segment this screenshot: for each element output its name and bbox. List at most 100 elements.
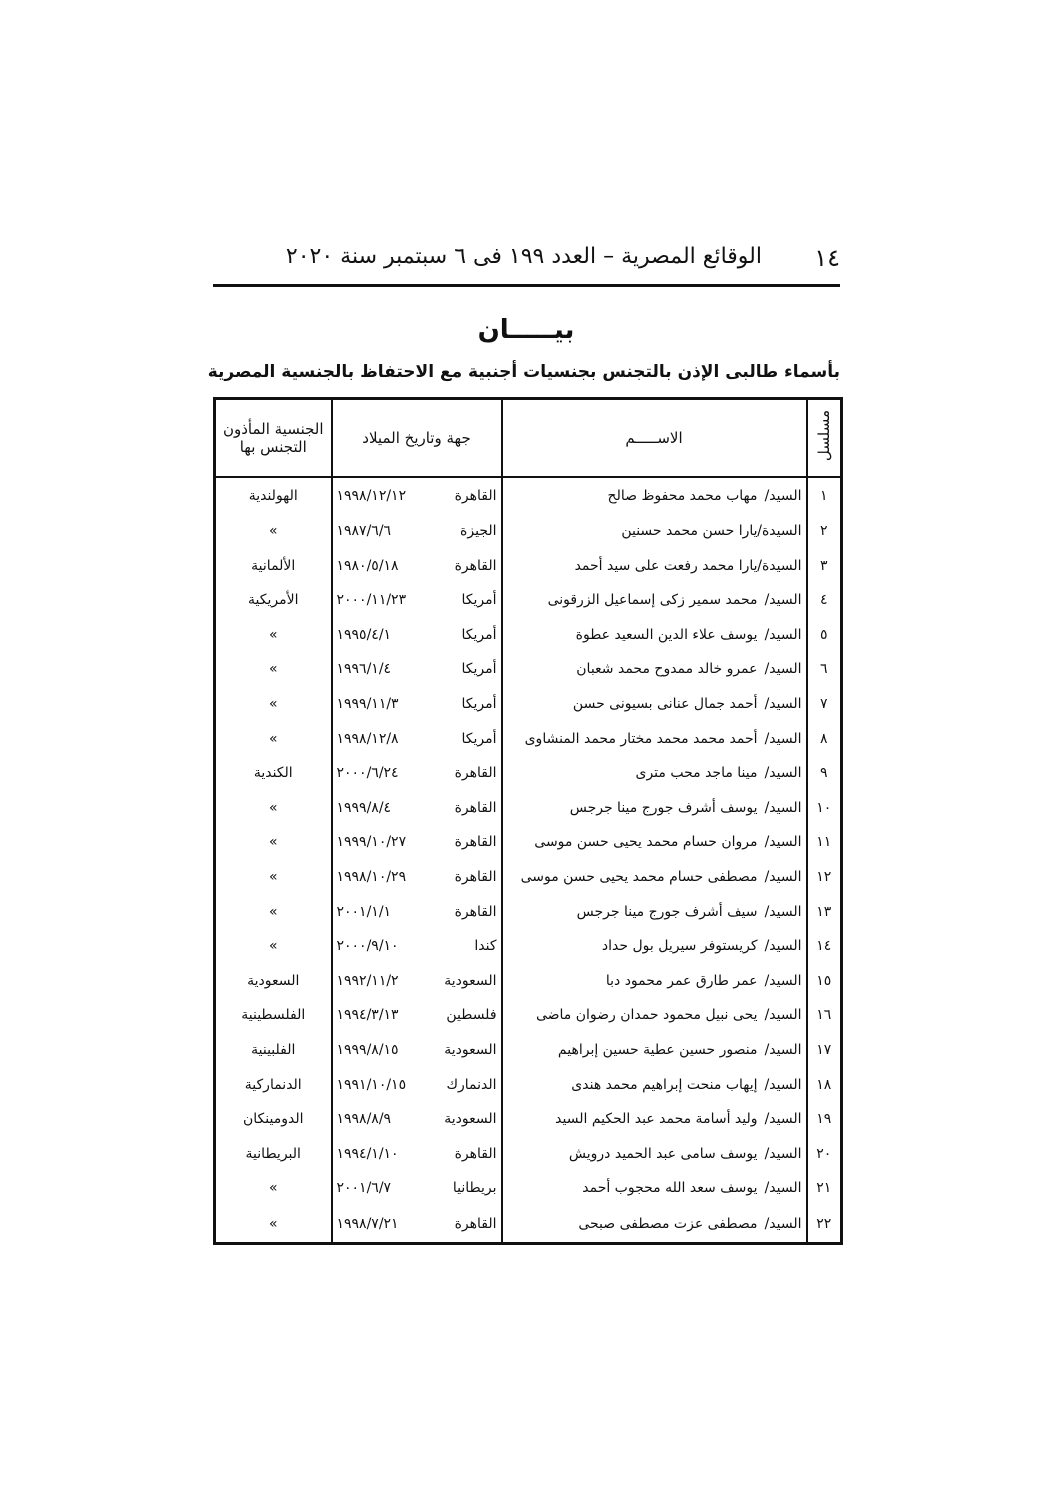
- honorific: السيد/: [764, 972, 802, 989]
- table-row: ٥ السيد/يوسف علاء الدين السعيد عطوة أمريكا…: [213, 617, 843, 653]
- honorific: السيد/: [764, 1041, 802, 1058]
- birth-place-cell: القاهرة: [436, 477, 503, 514]
- page-number: ١٤: [814, 244, 840, 272]
- person-name: يوسف سعد الله محجوب أحمد: [582, 1180, 758, 1197]
- birth-date-cell: ١٩٩٨/١٢/٨: [330, 721, 437, 756]
- serial-cell: ٦: [805, 652, 843, 687]
- nationality-cell: السعودية: [213, 963, 333, 999]
- document-title: بيـــــان: [477, 315, 575, 345]
- table-row: ١٣ السيد/سيف أشرف جورج مينا جرجس القاهرة ٢٠…: [213, 894, 843, 929]
- person-name: مهاب محمد محفوظ صالح: [607, 487, 758, 504]
- serial-cell: ١٦: [805, 998, 843, 1033]
- honorific: السيد/: [764, 903, 802, 920]
- nationality-cell: »: [213, 859, 333, 895]
- serial-cell: ١٤: [805, 928, 843, 964]
- person-name: يوسف سامى عبد الحميد درويش: [568, 1145, 758, 1162]
- honorific: السيد/: [764, 938, 802, 955]
- serial-cell: ١٠: [805, 790, 843, 826]
- honorific: السيد/: [764, 696, 802, 713]
- birth-place-cell: القاهرة: [436, 1205, 503, 1244]
- birth-date-cell: ١٩٨٠/٥/١٨: [330, 548, 437, 583]
- person-name: إيهاب منحت إبراهيم محمد هندى: [571, 1076, 758, 1093]
- birth-place-cell: القاهرة: [436, 825, 503, 860]
- honorific: السيد/: [764, 592, 802, 609]
- nationality-cell: »: [213, 617, 333, 653]
- nationality-cell: »: [213, 825, 333, 860]
- nationality-cell: »: [213, 686, 333, 722]
- birth-date-cell: ١٩٩٨/٧/٢١: [330, 1205, 437, 1244]
- birth-place-cell: فلسطين: [436, 998, 503, 1033]
- name-cell: السيد/يوسف سامى عبد الحميد درويش: [500, 1136, 808, 1172]
- birth-place-cell: أمريكا: [436, 582, 503, 618]
- serial-cell: ٩: [805, 755, 843, 791]
- honorific: السيد/: [764, 487, 802, 504]
- table-row: ٤ السيد/محمد سمير زكى إسماعيل الزرقونى أمر…: [213, 582, 843, 618]
- running-title: الوقائع المصرية – العدد ١٩٩ فى ٦ سبتمبر …: [285, 244, 762, 269]
- table-row: ٧ السيد/أحمد جمال عنانى بسيونى حسن أمريكا ١…: [213, 686, 843, 722]
- name-cell: السيد/أحمد محمد محمد مختار محمد المنشاوى: [500, 721, 808, 756]
- header-cell: مسلسل: [805, 397, 843, 478]
- person-name: مروان حسام محمد يحيى حسن موسى: [534, 834, 758, 851]
- serial-cell: ١٢: [805, 859, 843, 895]
- header-row: مسلسل الاســـــم جهة وتاريخ الميلاد الجن…: [213, 397, 843, 478]
- nationality-cell: الدومينكان: [213, 1101, 333, 1137]
- name-cell: السيد/وليد أسامة محمد عبد الحكيم السيد: [500, 1101, 808, 1137]
- person-name: مصطفى حسام محمد يحيى حسن موسى: [520, 868, 758, 885]
- table-row: ١٨ السيد/إيهاب منحت إبراهيم محمد هندى الدن…: [213, 1067, 843, 1102]
- birth-date-cell: ١٩٩٩/١١/٣: [330, 686, 437, 722]
- nationality-cell: »: [213, 721, 333, 756]
- honorific: السيد/: [764, 1007, 802, 1024]
- birth-date-cell: ١٩٩٩/١٠/٢٧: [330, 825, 437, 860]
- name-cell: السيد/سيف أشرف جورج مينا جرجس: [500, 894, 808, 929]
- birth-place-cell: أمريكا: [436, 617, 503, 653]
- birth-date-cell: ١٩٩٦/١/٤: [330, 652, 437, 687]
- table-row: ١ السيد/مهاب محمد محفوظ صالح القاهرة ١٩٩٨/١…: [213, 477, 843, 514]
- honorific: السيد/: [764, 1145, 802, 1162]
- birth-date-cell: ١٩٩١/١٠/١٥: [330, 1067, 437, 1102]
- serial-cell: ٢٢: [805, 1205, 843, 1244]
- header-text: مسلسل: [814, 410, 833, 462]
- nationality-cell: »: [213, 652, 333, 687]
- birth-date-cell: ١٩٩٩/٨/١٥: [330, 1032, 437, 1068]
- serial-cell: ٥: [805, 617, 843, 653]
- name-cell: السيد/يوسف علاء الدين السعيد عطوة: [500, 617, 808, 653]
- document-subtitle: بأسماء طالبى الإذن بالتجنس بجنسيات أجنبي…: [207, 362, 840, 382]
- birth-date-cell: ١٩٩٩/٨/٤: [330, 790, 437, 826]
- person-name: يارا حسن محمد حسنين: [621, 523, 758, 540]
- serial-cell: ٧: [805, 686, 843, 722]
- serial-cell: ١: [805, 477, 843, 514]
- birth-place-cell: بريطانيا: [436, 1171, 503, 1206]
- birth-place-cell: القاهرة: [436, 1136, 503, 1172]
- birth-date-cell: ٢٠٠١/٦/٧: [330, 1171, 437, 1206]
- birth-place-cell: الجيزة: [436, 513, 503, 549]
- person-name: محمد سمير زكى إسماعيل الزرقونى: [547, 592, 758, 609]
- person-name: مصطفى عزت مصطفى صبحى: [578, 1215, 758, 1232]
- table-row: ١٤ السيد/كريستوفر سيريل بول حداد كندا ٢٠٠٠/…: [213, 928, 843, 964]
- serial-cell: ١٩: [805, 1101, 843, 1137]
- birth-place-cell: القاهرة: [436, 894, 503, 929]
- table-row: ١٦ السيد/يحى نبيل محمود حمدان رضوان ماضى ف…: [213, 998, 843, 1033]
- name-cell: السيد/إيهاب منحت إبراهيم محمد هندى: [500, 1067, 808, 1102]
- birth-place-cell: الدنمارك: [436, 1067, 503, 1102]
- birth-date-cell: ١٩٩٨/١٠/٢٩: [330, 859, 437, 895]
- person-name: سيف أشرف جورج مينا جرجس: [576, 903, 758, 920]
- person-name: مينا ماجد محب مترى: [635, 765, 758, 782]
- name-cell: السيدة/يارا محمد رفعت على سيد أحمد: [500, 548, 808, 583]
- table-row: ١٠ السيد/يوسف أشرف جورج مينا جرجس القاهرة ١…: [213, 790, 843, 826]
- serial-cell: ٢١: [805, 1171, 843, 1206]
- name-cell: السيد/مصطفى حسام محمد يحيى حسن موسى: [500, 859, 808, 895]
- name-cell: السيد/أحمد جمال عنانى بسيونى حسن: [500, 686, 808, 722]
- person-name: عمرو خالد ممدوح محمد شعبان: [576, 661, 758, 678]
- names-table: مسلسل الاســـــم جهة وتاريخ الميلاد الجن…: [213, 397, 844, 1245]
- honorific: السيد/: [764, 661, 802, 678]
- nationality-cell: الهولندية: [213, 477, 333, 514]
- name-cell: السيد/عمرو خالد ممدوح محمد شعبان: [500, 652, 808, 687]
- serial-cell: ١٨: [805, 1067, 843, 1102]
- name-cell: السيد/يوسف سعد الله محجوب أحمد: [500, 1171, 808, 1206]
- birth-place-cell: القاهرة: [436, 755, 503, 791]
- serial-cell: ٢٠: [805, 1136, 843, 1172]
- serial-cell: ٨: [805, 721, 843, 756]
- person-name: أحمد محمد محمد مختار محمد المنشاوى: [524, 730, 758, 747]
